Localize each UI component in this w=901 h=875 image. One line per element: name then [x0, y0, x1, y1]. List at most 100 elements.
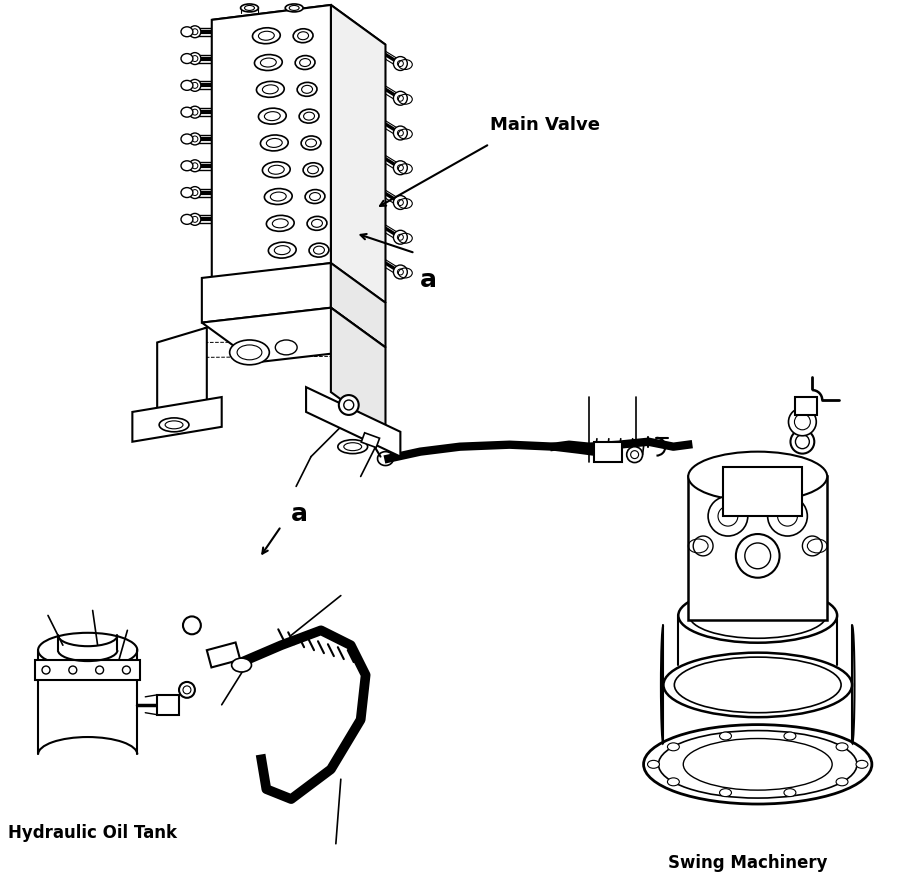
Bar [688, 477, 827, 620]
Ellipse shape [304, 112, 314, 120]
Ellipse shape [252, 28, 280, 44]
Ellipse shape [159, 418, 189, 431]
Bar [796, 397, 817, 415]
Ellipse shape [856, 760, 868, 768]
Ellipse shape [302, 86, 313, 94]
Ellipse shape [305, 190, 325, 204]
Circle shape [189, 25, 201, 38]
Ellipse shape [688, 452, 827, 501]
Ellipse shape [244, 5, 254, 10]
Ellipse shape [338, 440, 368, 453]
Polygon shape [212, 5, 386, 60]
Ellipse shape [254, 54, 282, 71]
Circle shape [394, 126, 407, 140]
Ellipse shape [272, 219, 288, 228]
Polygon shape [331, 263, 386, 347]
Ellipse shape [268, 242, 296, 258]
Polygon shape [331, 308, 386, 431]
Ellipse shape [260, 58, 277, 67]
Ellipse shape [668, 778, 679, 786]
Circle shape [708, 496, 748, 536]
Ellipse shape [260, 135, 288, 150]
Ellipse shape [643, 724, 872, 804]
Circle shape [394, 57, 407, 71]
Polygon shape [202, 308, 386, 362]
Circle shape [736, 534, 779, 578]
Text: a: a [291, 502, 308, 526]
Ellipse shape [264, 189, 292, 205]
Ellipse shape [659, 731, 857, 798]
Ellipse shape [305, 139, 316, 147]
Circle shape [394, 265, 407, 279]
Circle shape [183, 616, 201, 634]
Ellipse shape [181, 214, 193, 224]
Circle shape [123, 666, 131, 674]
Circle shape [189, 160, 201, 172]
Ellipse shape [181, 187, 193, 198]
Ellipse shape [784, 732, 796, 740]
Circle shape [788, 408, 816, 436]
Ellipse shape [836, 778, 848, 786]
Circle shape [192, 136, 198, 142]
Ellipse shape [267, 138, 282, 147]
Polygon shape [202, 263, 331, 323]
Ellipse shape [276, 340, 297, 355]
Circle shape [768, 496, 807, 536]
Circle shape [189, 106, 201, 118]
Ellipse shape [257, 81, 284, 97]
Ellipse shape [312, 220, 323, 228]
Circle shape [693, 536, 713, 556]
Text: a: a [420, 268, 437, 292]
Bar [361, 433, 379, 447]
Circle shape [627, 446, 642, 463]
Polygon shape [306, 387, 400, 457]
Ellipse shape [274, 246, 290, 255]
Circle shape [394, 195, 407, 209]
Ellipse shape [296, 56, 315, 69]
Circle shape [394, 230, 407, 244]
Bar [723, 466, 803, 516]
Ellipse shape [314, 246, 324, 254]
Ellipse shape [181, 161, 193, 171]
Ellipse shape [262, 85, 278, 94]
Ellipse shape [289, 5, 299, 10]
Circle shape [192, 163, 198, 169]
Circle shape [790, 430, 815, 453]
Circle shape [803, 536, 823, 556]
Circle shape [192, 216, 198, 222]
Circle shape [42, 666, 50, 674]
Circle shape [192, 190, 198, 195]
Ellipse shape [241, 4, 259, 12]
Circle shape [192, 82, 198, 88]
Ellipse shape [259, 31, 274, 40]
Ellipse shape [720, 788, 732, 796]
Polygon shape [132, 397, 222, 442]
Circle shape [189, 52, 201, 65]
Ellipse shape [303, 163, 323, 177]
Ellipse shape [663, 653, 852, 718]
Ellipse shape [181, 27, 193, 37]
Ellipse shape [301, 136, 321, 150]
Ellipse shape [678, 588, 837, 643]
Circle shape [394, 91, 407, 105]
Ellipse shape [784, 788, 796, 796]
Ellipse shape [299, 109, 319, 123]
Ellipse shape [300, 59, 311, 66]
Text: Swing Machinery: Swing Machinery [669, 854, 828, 872]
Ellipse shape [264, 112, 280, 121]
Polygon shape [157, 327, 207, 427]
Ellipse shape [232, 658, 251, 672]
Ellipse shape [230, 340, 269, 365]
Circle shape [189, 133, 201, 145]
Text: Main Valve: Main Valve [490, 116, 600, 134]
Ellipse shape [307, 165, 318, 174]
Ellipse shape [297, 82, 317, 96]
Circle shape [189, 214, 201, 226]
Ellipse shape [310, 192, 321, 200]
Text: Hydraulic Oil Tank: Hydraulic Oil Tank [8, 824, 177, 842]
Polygon shape [212, 5, 331, 278]
Polygon shape [331, 5, 386, 303]
Circle shape [179, 682, 195, 698]
Ellipse shape [689, 592, 826, 638]
Circle shape [192, 109, 198, 116]
